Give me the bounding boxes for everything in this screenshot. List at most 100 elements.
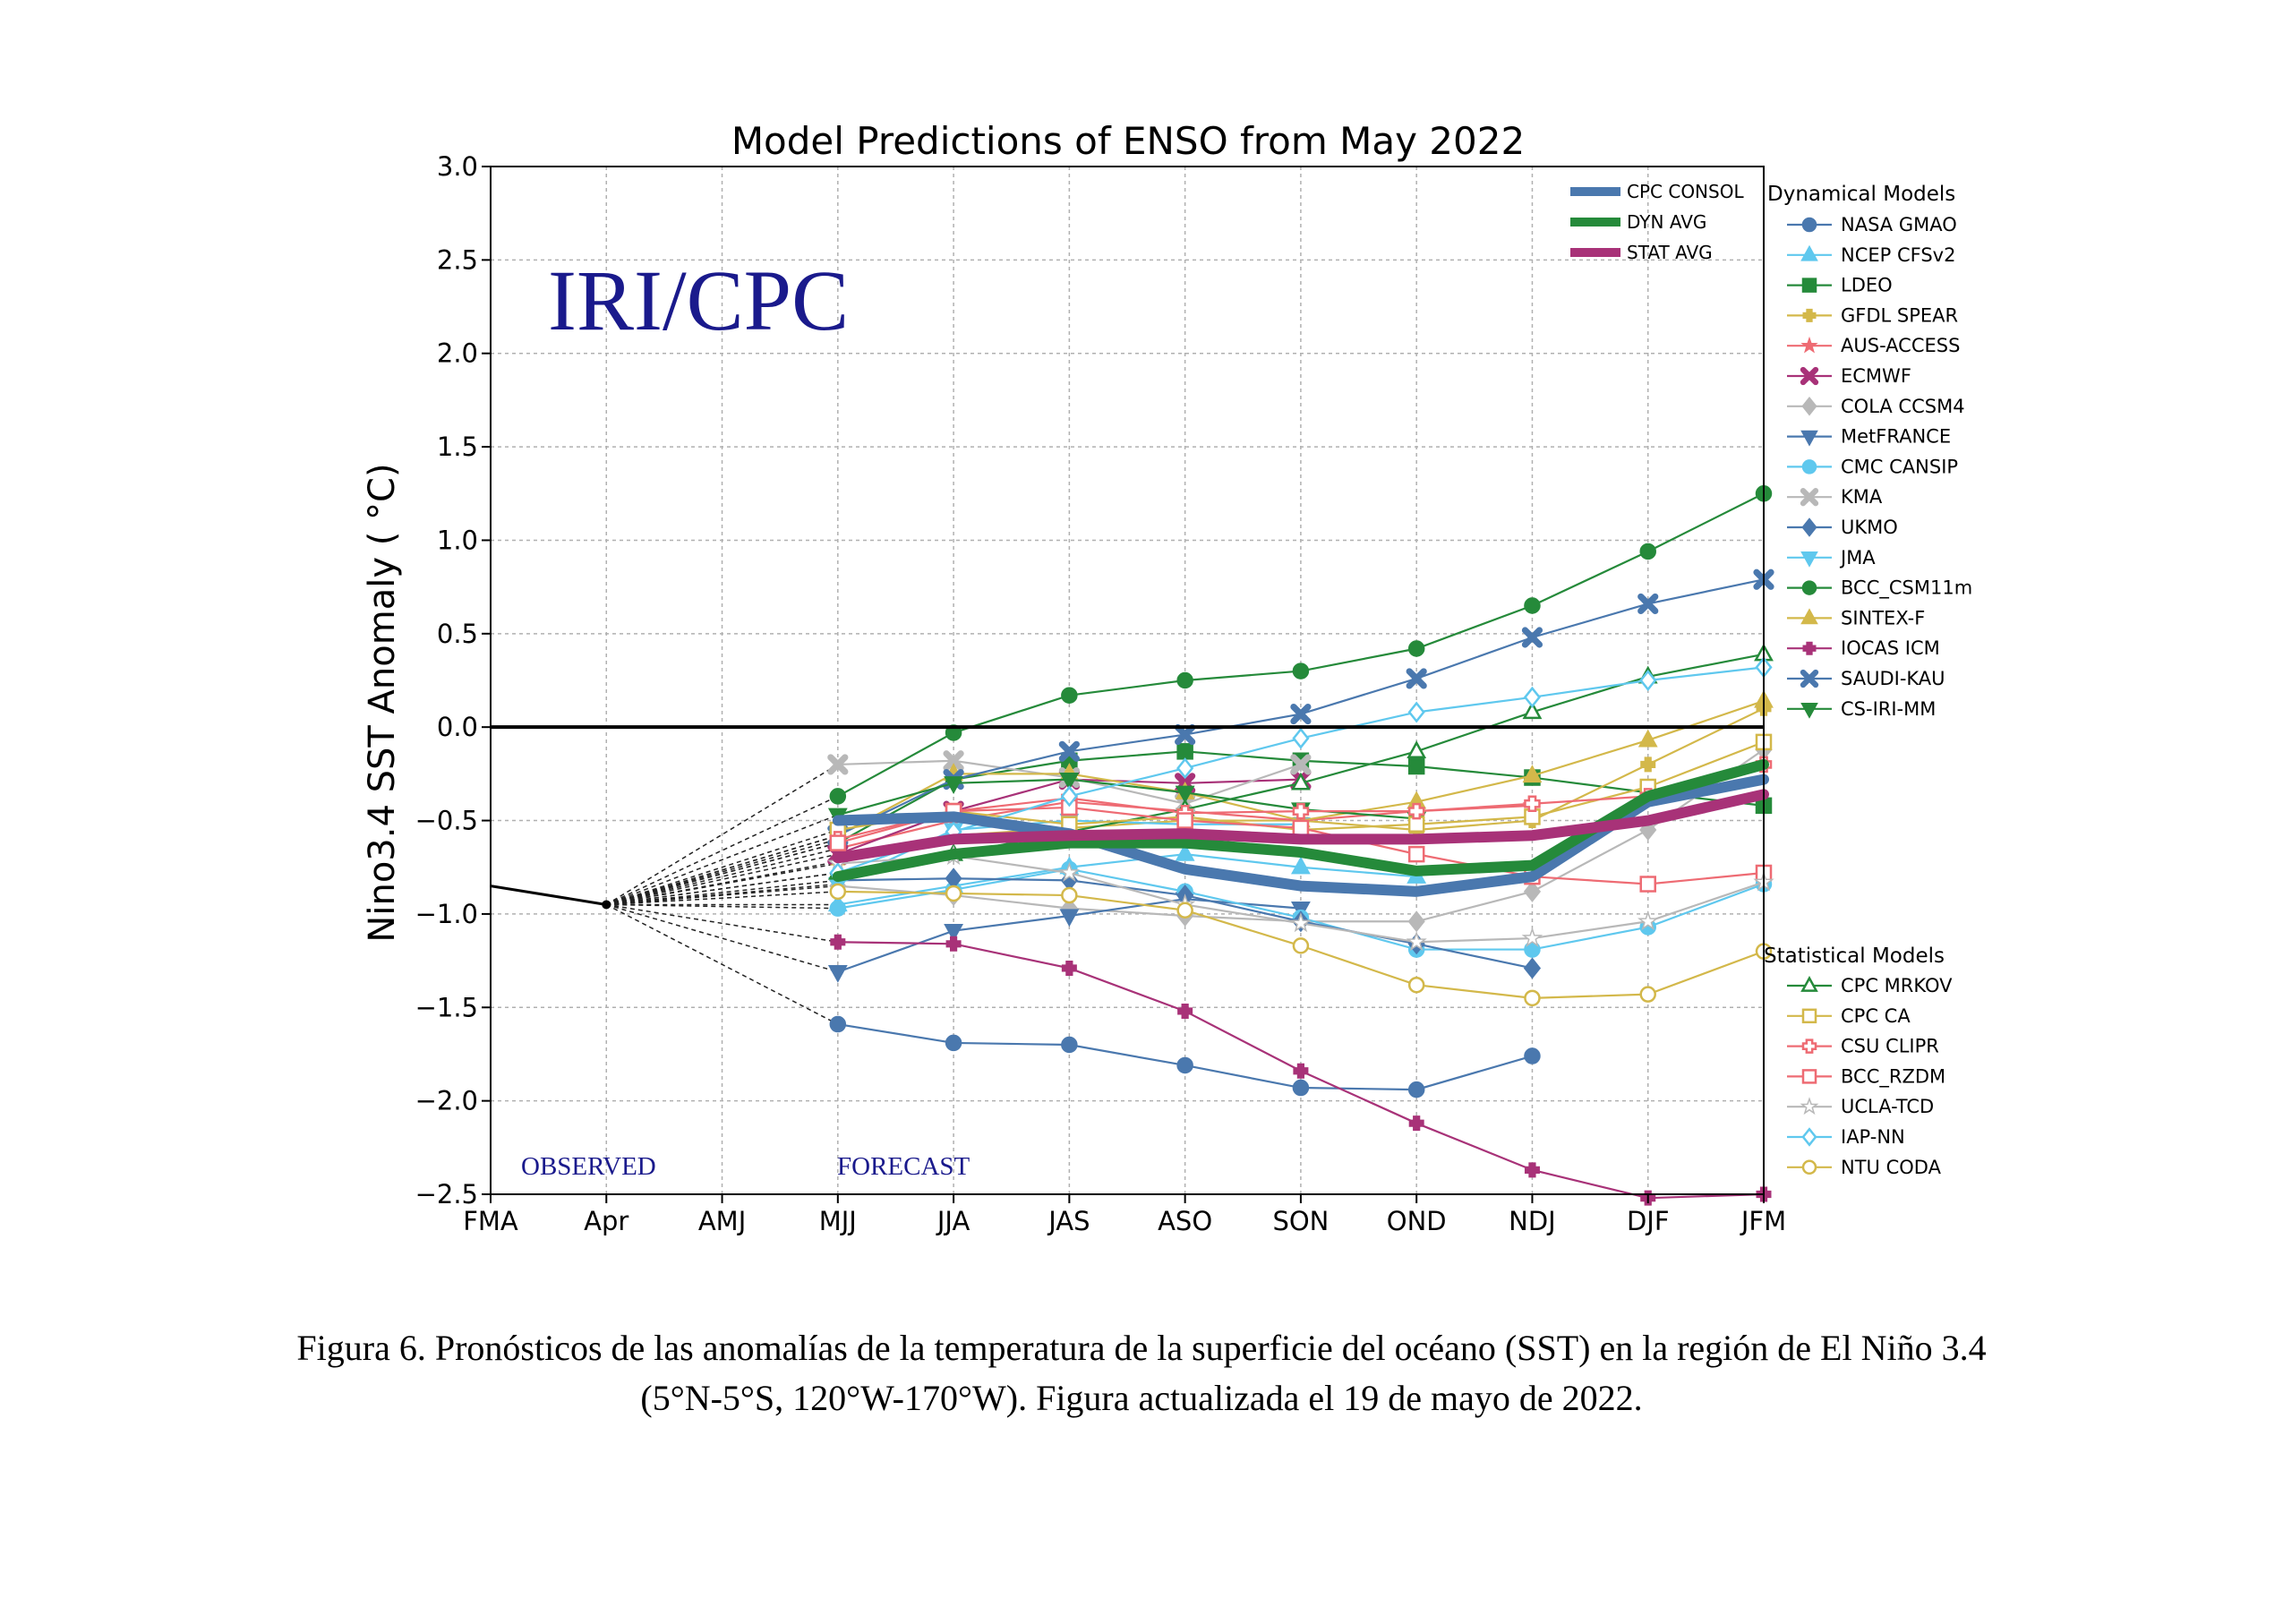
triangle-up-marker [1407, 740, 1427, 758]
y-axis-label: Nino3.4 SST Anomaly ( °C) [362, 463, 403, 942]
legend-entry: IOCAS ICM [1787, 637, 1940, 659]
guide-line [605, 795, 839, 906]
diamond-marker [1176, 757, 1194, 780]
circle-marker [829, 1015, 847, 1033]
legend-entry: SAUDI-KAU [1787, 668, 1945, 689]
circle-marker [1176, 671, 1193, 689]
triangle-up-marker [1522, 765, 1543, 783]
dynamical-legend-title: Dynamical Models [1767, 183, 1955, 206]
circle-marker [1061, 886, 1078, 904]
x-tick-label: AMJ [698, 1206, 746, 1236]
circle-marker [829, 883, 847, 901]
series-line [837, 853, 1417, 906]
star-marker [1058, 861, 1081, 882]
diamond-marker [1639, 669, 1657, 692]
legend-entry: BCC_RZDM [1787, 1065, 1945, 1088]
circle-marker [1524, 1047, 1541, 1064]
legend-label: MetFRANCE [1841, 426, 1951, 448]
legend-entry: CMC CANSIP [1787, 456, 1958, 477]
plus-marker [1061, 960, 1077, 976]
x-tick-label: Apr [584, 1206, 628, 1236]
model-series [827, 485, 1774, 1206]
legend-label: KMA [1841, 486, 1883, 508]
legend-entry: LDEO [1787, 275, 1893, 296]
legend-entry: CPC CA [1787, 1005, 1911, 1027]
x-tick-label: SON [1272, 1206, 1329, 1236]
legend-label: GFDL SPEAR [1841, 304, 1958, 326]
legend-label: ECMWF [1841, 365, 1911, 387]
square-marker [1292, 819, 1310, 837]
diamond-marker [1523, 880, 1542, 902]
guide-line [606, 829, 839, 906]
y-tick-label: −2.0 [415, 1086, 478, 1116]
star-marker [1800, 336, 1818, 354]
plus-marker [1292, 802, 1310, 820]
diamond-marker [1407, 701, 1425, 723]
circle-marker [1176, 1056, 1193, 1074]
legend-label: CMC CANSIP [1841, 456, 1958, 477]
star-marker [1800, 1097, 1819, 1115]
y-tick-label: −0.5 [415, 806, 478, 836]
legend-label: CSU CLIPR [1841, 1036, 1939, 1057]
legend-label: IAP-NN [1841, 1126, 1905, 1148]
diamond-marker [1060, 785, 1078, 808]
legend-entry: MetFRANCE [1787, 426, 1951, 448]
star-marker [1406, 930, 1427, 952]
diamond-marker [1523, 686, 1542, 708]
circle-marker [1407, 976, 1425, 994]
x-tick-label: FMA [463, 1206, 518, 1236]
legend-label: LDEO [1841, 275, 1893, 296]
guide-line [606, 891, 838, 906]
average-legend-label: DYN AVG [1627, 211, 1706, 233]
triangle-down-marker [1059, 772, 1080, 791]
x-marker-stroke [827, 754, 849, 775]
y-tick-label: −1.0 [415, 899, 478, 929]
legend-entry: CSU CLIPR [1787, 1036, 1939, 1057]
legend-label: BCC_CSM11m [1841, 577, 1972, 600]
circle-marker [1407, 640, 1425, 657]
plus-marker [1802, 641, 1817, 655]
observed-line [490, 885, 607, 906]
circle-marker [829, 788, 847, 805]
guide-line [606, 885, 838, 906]
legend-label: SINTEX-F [1841, 607, 1925, 628]
y-tick-label: 2.5 [437, 244, 478, 275]
y-tick-label: 0.0 [437, 712, 478, 742]
legend-label: COLA CCSM4 [1841, 396, 1965, 417]
x-tick-label: NDJ [1509, 1206, 1556, 1236]
legend-label: AUS-ACCESS [1841, 335, 1960, 356]
plot-frame [490, 166, 1765, 1195]
circle-marker [1524, 989, 1541, 1007]
diamond-marker [1801, 397, 1817, 416]
plus-marker [1524, 795, 1541, 813]
caption-line-1: Figura 6. Pronósticos de las anomalías d… [296, 1328, 1987, 1368]
guide-line [606, 883, 838, 906]
triangle-down-marker [944, 776, 964, 794]
triangle-up-marker [1290, 772, 1311, 791]
legend-label: CS-IRI-MM [1841, 698, 1936, 720]
x-marker [1800, 669, 1819, 688]
forecast-guide-lines [605, 764, 839, 1025]
x-tick-label: ASO [1158, 1206, 1212, 1236]
y-tick-label: −2.5 [415, 1179, 478, 1209]
guide-line [606, 879, 838, 906]
circle-marker [1176, 902, 1193, 919]
x-marker-stroke [943, 750, 964, 772]
guide-line [606, 903, 838, 910]
figure-caption: Figura 6. Pronósticos de las anomalías d… [0, 1323, 2283, 1423]
x-marker [1058, 740, 1080, 762]
y-tick-label: 2.0 [437, 338, 478, 369]
triangle-down-marker [1059, 909, 1080, 927]
average-series [832, 758, 1769, 897]
diamond-marker [1523, 957, 1542, 979]
y-tick-label: 1.5 [437, 432, 478, 462]
legend-entry: IAP-NN [1787, 1126, 1905, 1148]
legend-label: UCLA-TCD [1841, 1096, 1934, 1117]
chart-title: Model Predictions of ENSO from May 2022 [731, 119, 1525, 163]
legend-entry: SINTEX-F [1787, 607, 1925, 628]
legend-entry: NASA GMAO [1787, 214, 1957, 235]
legend-entry: GFDL SPEAR [1787, 304, 1958, 326]
x-marker-stroke [1290, 754, 1312, 775]
guide-line [606, 862, 838, 906]
legend-entry: CPC MRKOV [1787, 975, 1953, 996]
